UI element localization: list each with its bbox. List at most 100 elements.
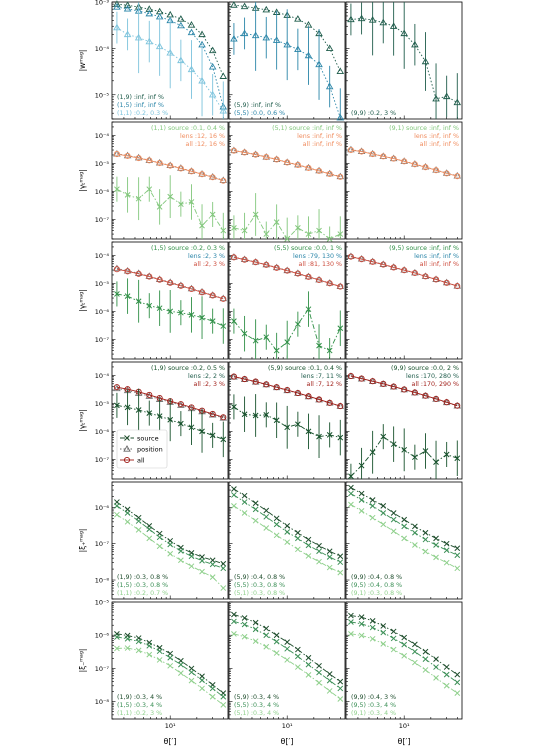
data-point <box>209 211 216 218</box>
y-tick-label: 10⁻⁷ <box>95 216 110 224</box>
data-point <box>113 264 121 272</box>
data-point <box>454 552 461 559</box>
data-point <box>390 635 397 642</box>
data-point <box>273 384 280 391</box>
y-axis-label: |γₜᵐᵃᵍ| <box>78 169 87 191</box>
data-point <box>135 407 142 413</box>
panel-annotation: (9,1) :0.3, 0.8 % <box>351 590 402 597</box>
data-point <box>252 378 259 385</box>
data-point <box>412 529 418 536</box>
data-point <box>252 211 259 218</box>
legend-label: all <box>137 457 145 465</box>
series <box>231 193 344 242</box>
data-point <box>208 62 217 70</box>
data-point <box>220 560 227 567</box>
y-tick-label: 10⁻⁷ <box>95 456 110 464</box>
panel: 10⁻⁵10⁻⁴10⁻³10¹(1,9) :inf, inf %(1,5) :i… <box>95 0 229 130</box>
data-point <box>380 433 387 440</box>
panel-annotation: all :inf, inf % <box>303 141 342 148</box>
panel-annotation: (1,9) :inf, inf % <box>117 94 164 101</box>
data-point <box>188 677 195 684</box>
data-point <box>284 657 291 663</box>
panel-frame <box>345 121 463 240</box>
data-point <box>401 386 408 393</box>
data-point <box>422 548 429 555</box>
series-line <box>116 3 224 77</box>
panel-annotation: (9,9) source :0.0, 2 % <box>391 365 459 372</box>
data-point <box>166 48 174 56</box>
data-point <box>155 42 164 50</box>
data-point <box>219 106 228 114</box>
data-point <box>380 153 387 160</box>
data-point <box>113 0 121 7</box>
data-point <box>369 514 376 521</box>
data-point <box>241 256 248 263</box>
y-axis-label: |γₜᵐᵃᵍ| <box>78 409 87 431</box>
series <box>230 254 344 290</box>
panel: 10¹ (9,9) :0.4, 3 %(9,5) :0.3, 4 %(9,1) :… <box>345 601 463 730</box>
data-point <box>220 585 227 591</box>
data-point <box>114 186 120 193</box>
panel-annotation: (1,9) :0.3, 4 % <box>117 694 162 701</box>
series <box>348 501 461 572</box>
data-point <box>177 15 185 22</box>
data-point <box>295 664 301 670</box>
y-tick-label: 10⁻⁵ <box>95 599 110 607</box>
panel: 10¹(9,5) source :inf, inf %lens :inf, in… <box>345 241 463 370</box>
legend: source position all <box>116 429 168 469</box>
data-point <box>220 701 227 708</box>
data-point <box>336 67 345 74</box>
panel-annotation: lens :inf, inf % <box>414 133 459 140</box>
data-point <box>167 162 174 169</box>
data-point <box>135 195 142 202</box>
data-point <box>380 629 387 636</box>
x-tick-label: 10¹ <box>165 722 176 730</box>
data-point <box>134 269 143 276</box>
data-point <box>337 696 344 702</box>
data-point <box>263 513 270 520</box>
data-point <box>316 669 322 676</box>
data-point <box>114 291 120 297</box>
data-point <box>241 330 248 337</box>
y-axis-label: |γₜᵐᵃᵍ| <box>78 289 87 311</box>
panel-annotation: lens :7, 11 % <box>301 373 342 380</box>
data-point <box>113 3 121 10</box>
series <box>231 630 344 702</box>
y-tick-label: 10⁻⁵ <box>95 280 110 288</box>
series-line <box>116 268 224 300</box>
x-tick-label: 10¹ <box>399 722 410 730</box>
series <box>114 634 227 700</box>
data-point <box>273 650 280 656</box>
series-line <box>233 376 341 407</box>
panel-annotation: (9,5) :0.4, 0.8 % <box>351 582 402 589</box>
y-tick-label: 10⁻⁴ <box>95 45 110 53</box>
data-point <box>295 421 301 428</box>
data-point <box>124 268 131 275</box>
data-point <box>124 293 131 300</box>
data-point <box>273 632 280 639</box>
data-point <box>230 253 238 260</box>
data-point <box>231 503 237 509</box>
data-point <box>443 559 450 566</box>
data-point <box>295 546 301 553</box>
data-point <box>316 558 322 565</box>
y-tick-label: 10⁻⁴ <box>95 372 110 380</box>
data-point <box>326 170 333 177</box>
data-point <box>124 152 131 159</box>
data-point <box>178 420 184 427</box>
data-point <box>422 648 429 655</box>
data-point <box>263 334 270 341</box>
series-line <box>116 388 224 419</box>
series <box>114 388 227 458</box>
data-point <box>263 261 270 268</box>
data-point <box>113 149 121 157</box>
data-point <box>231 618 237 625</box>
data-point <box>134 33 143 41</box>
data-point <box>284 267 291 274</box>
data-point <box>146 535 153 542</box>
data-point <box>167 654 174 661</box>
data-point <box>209 292 216 299</box>
data-point <box>263 154 270 161</box>
y-tick-label: 10⁻⁷ <box>95 540 110 548</box>
series <box>113 2 228 119</box>
